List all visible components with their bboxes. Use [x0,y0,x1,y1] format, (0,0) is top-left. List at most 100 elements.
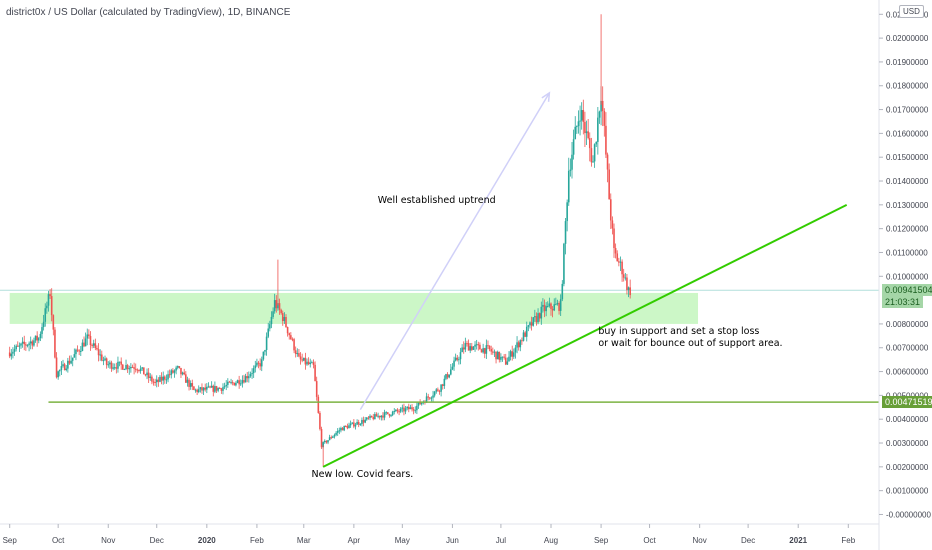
annotation-buy-support: buy in support and set a stop loss [598,326,760,338]
candle-body [572,139,575,155]
candle-body [298,353,300,357]
y-tick-label: 0.00300000 [886,439,929,448]
y-tick-label: 0.00800000 [886,320,929,329]
candle-body [197,389,200,393]
candle-body [194,389,197,391]
candle-body [627,287,630,291]
candle-body [172,370,174,373]
y-tick-label: 0.00400000 [886,415,929,424]
candle-body [629,287,631,296]
candle-body [228,381,231,383]
x-tick-label: Nov [693,536,707,545]
candle-body [256,362,258,366]
candle-body [262,351,265,360]
candle-body [246,376,249,379]
candle-body [538,313,541,319]
candle-body [477,344,480,346]
candle-body [323,440,326,443]
candle-body [445,374,447,379]
x-tick-label: Oct [52,536,65,545]
x-tick-label: Apr [348,536,361,545]
candle-body [349,423,352,426]
candle-body [383,412,386,418]
candle-body [548,303,551,306]
candle-body [304,357,307,365]
candle-body [496,351,499,360]
candle-body [621,261,623,275]
candle-body [189,383,192,387]
candle-body [404,408,407,412]
candle-body [440,384,442,392]
candle-body [585,131,588,134]
candle-body [338,430,341,432]
candle-body [13,349,16,352]
candle-body [28,343,30,346]
candle-body [70,360,72,364]
candle-body [113,367,116,369]
candle-body [249,374,252,377]
candle-body [241,380,244,384]
candle-body [601,100,604,111]
candle-body [590,148,593,163]
candle-body [157,379,160,382]
candle-body [243,380,245,383]
candle-body [513,352,515,357]
candle-body [151,376,153,382]
candle-body [33,340,35,346]
candle-body [608,169,610,200]
candle-body [57,371,59,378]
candle-body [173,370,176,373]
candle-body [320,429,323,448]
candle-body [432,395,434,398]
candle-body [498,351,501,360]
candle-body [587,131,589,139]
candle-body [344,425,347,427]
candle-body [73,354,76,358]
candle-body [290,335,292,340]
candle-body [21,341,24,344]
candle-body [438,390,441,392]
support-zone [9,292,699,324]
y-tick-label: -0.00000000 [886,510,931,519]
candle-body [574,126,577,140]
candle-body [367,417,370,419]
candle-body [89,335,92,346]
candle-body [516,342,518,348]
candle-body [307,361,310,365]
candle-body [529,322,531,326]
candle-body [521,340,523,342]
candle-body [186,379,189,383]
candle-body [353,422,355,427]
uptrend-support-line [322,203,848,468]
candle-body [285,317,287,327]
candle-body [588,138,591,149]
uptrend-arrow [359,92,551,411]
candle-body [214,386,216,392]
candle-body [348,425,350,429]
candle-body [537,313,539,323]
candle-body [482,348,484,353]
currency-badge[interactable]: USD [899,5,924,18]
candle-body [52,315,55,330]
candle-body [217,387,219,391]
candle-body [42,321,45,328]
candle-body [164,376,166,380]
candle-body [130,366,132,369]
candle-body [233,382,236,386]
candle-body [199,387,202,390]
candle-body [294,350,297,354]
candle-body [598,111,601,118]
candle-body [412,409,415,411]
candle-body [606,154,609,170]
candle-body [569,169,572,171]
candle-body [223,386,226,388]
candle-body [29,341,32,344]
y-tick-label: 0.02000000 [886,34,929,43]
candle-body [386,412,389,414]
candle-body [359,424,362,426]
candle-body [252,368,255,374]
candle-body [46,305,48,309]
candle-body [509,351,512,357]
candle-body [259,363,261,367]
